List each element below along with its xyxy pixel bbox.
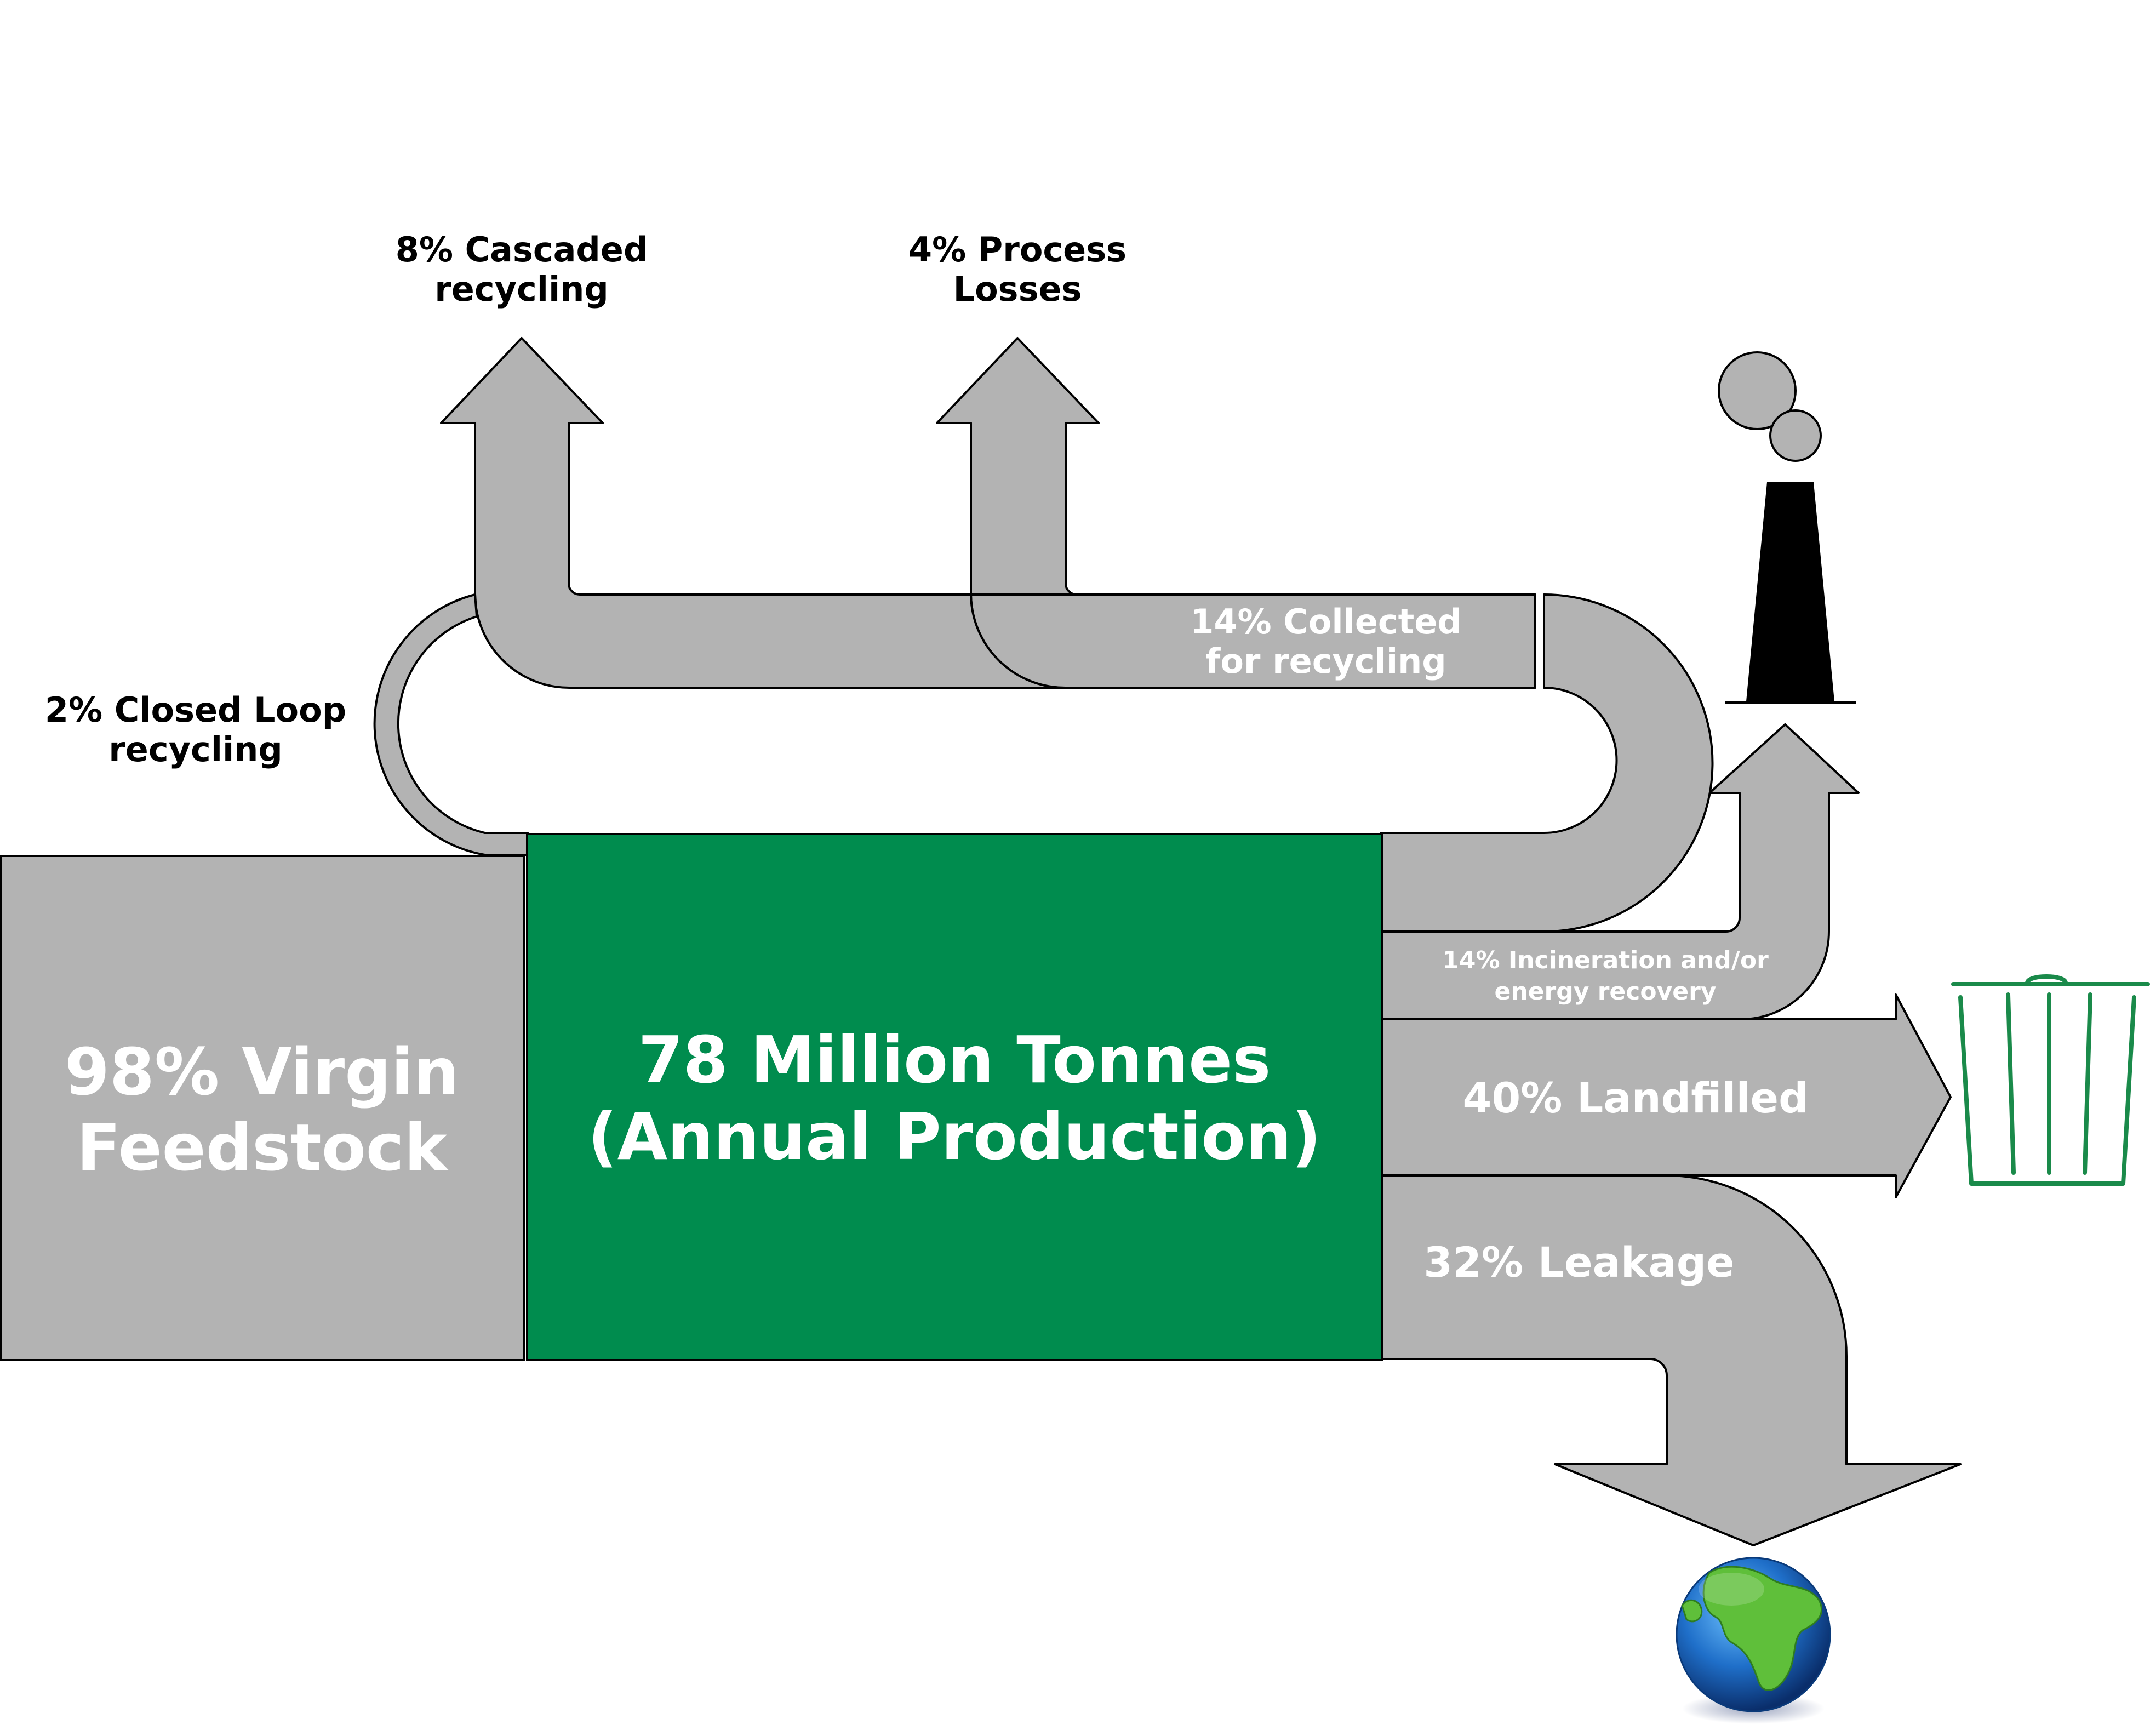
collected-recycling-label: 14% Collected for recycling xyxy=(1190,602,1461,681)
production-line2: (Annual Production) xyxy=(588,1099,1321,1174)
cascaded-line2: recycling xyxy=(434,269,609,309)
incineration-line2: energy recovery xyxy=(1495,978,1717,1006)
virgin-feedstock-label: 98% Virgin Feedstock xyxy=(65,1034,459,1185)
production-box xyxy=(526,833,1383,1361)
closed-loop-line1: 2% Closed Loop xyxy=(45,690,346,730)
closed-loop-flow xyxy=(373,593,529,856)
collected-line2: for recycling xyxy=(1205,641,1446,681)
process-losses-line2: Losses xyxy=(953,269,1082,309)
collected-uturn-flow xyxy=(1380,593,1714,933)
process-losses-label: 4% Process Losses xyxy=(908,230,1127,309)
collected-line1: 14% Collected xyxy=(1190,602,1461,642)
smokestack-icon xyxy=(1718,351,1856,704)
production-line1: 78 Million Tonnes xyxy=(638,1022,1271,1098)
landfilled-label: 40% Landfilled xyxy=(1463,1073,1809,1122)
closed-loop-line2: recycling xyxy=(108,729,283,769)
closed-loop-label: 2% Closed Loop recycling xyxy=(45,690,346,769)
virgin-feedstock-box xyxy=(0,855,525,1361)
cascaded-line1: 8% Cascaded xyxy=(396,230,648,270)
incineration-label: 14% Incineration and/or energy recovery xyxy=(1442,946,1769,1006)
virgin-line2: Feedstock xyxy=(77,1110,449,1185)
trash-bin-icon xyxy=(1951,974,2150,1186)
landfilled-flow xyxy=(1380,993,1952,1198)
leakage-flow xyxy=(1380,1174,1962,1546)
production-label: 78 Million Tonnes (Annual Production) xyxy=(588,1022,1321,1174)
cascaded-recycling-label: 8% Cascaded recycling xyxy=(396,230,648,309)
globe-icon xyxy=(1676,1557,1831,1724)
incineration-flow xyxy=(1380,723,1860,1020)
process-losses-flow xyxy=(440,337,1100,689)
virgin-line1: 98% Virgin xyxy=(65,1034,459,1110)
process-losses-line1: 4% Process xyxy=(908,230,1127,270)
incineration-line1: 14% Incineration and/or xyxy=(1442,946,1769,974)
leakage-label: 32% Leakage xyxy=(1423,1238,1734,1287)
